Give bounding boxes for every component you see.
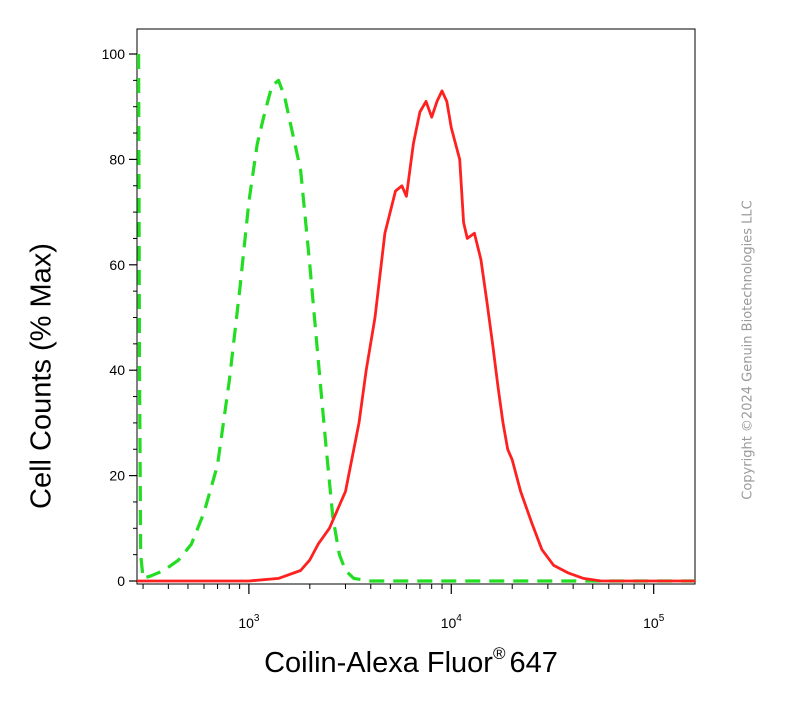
x-axis-label-registered: ® [492,644,506,663]
y-tick-label-100: 100 [102,46,126,62]
x-axis-label: Coilin-Alexa Fluor® 647 [264,644,558,680]
copyright-text: Copyright ©2024 Genuin Biotechnologies L… [740,200,756,500]
y-tick-label-60: 60 [109,257,125,273]
y-tick-label-80: 80 [109,151,125,167]
x-axis-label-text: Coilin-Alexa Fluor [264,647,493,679]
y-tick-label-0: 0 [117,573,125,589]
series-layer [137,53,695,583]
x-tick-label-5: 105 [643,613,665,631]
y-tick-label-20: 20 [109,468,125,484]
plot-frame [136,28,696,585]
axes: 0 20 40 60 80 100 103 104 105 [102,46,665,631]
x-axis-label-suffix: 647 [509,647,558,679]
x-tick-label-3: 103 [238,613,260,631]
series-line-1 [137,89,695,583]
y-tick-label-40: 40 [109,362,125,378]
x-tick-label-4: 104 [441,613,463,631]
y-axis-label: Cell Counts (% Max) [25,243,58,509]
